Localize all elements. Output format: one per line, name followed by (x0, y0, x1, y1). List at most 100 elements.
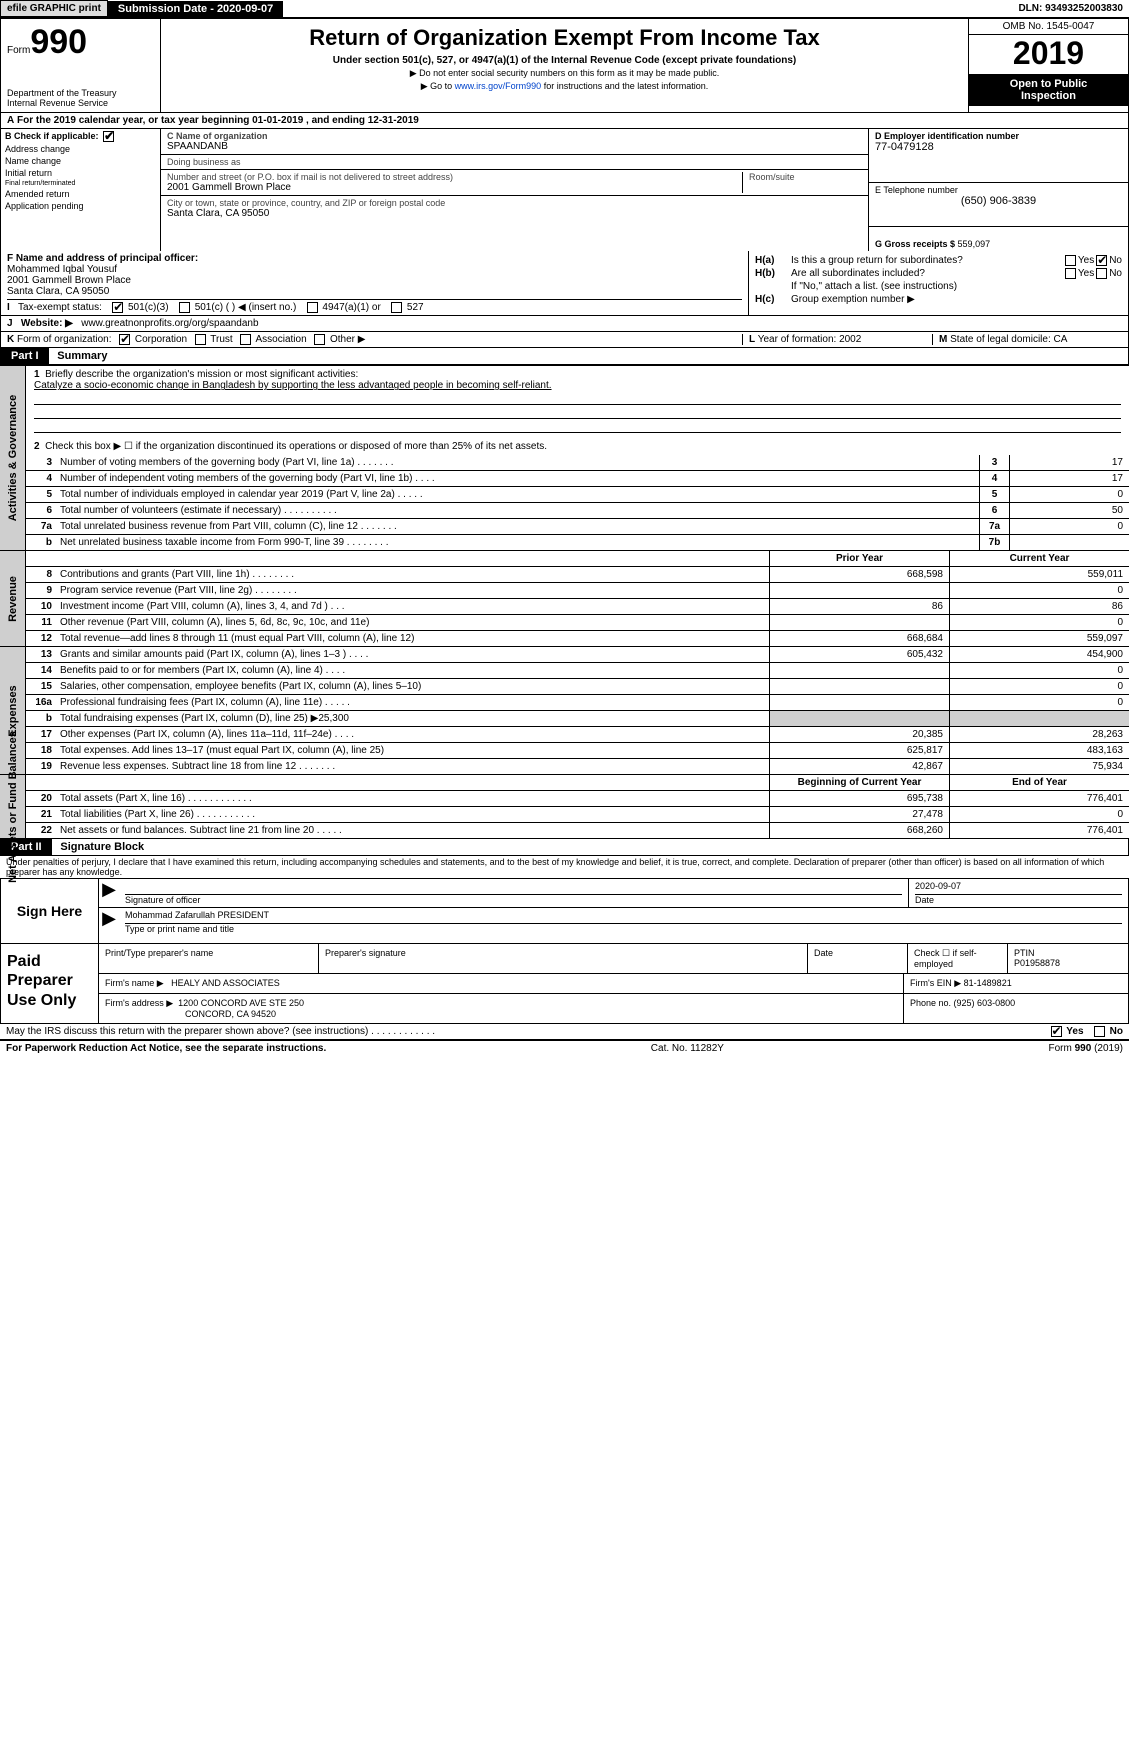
row-l-label: L (749, 334, 755, 345)
current-value: 86 (949, 599, 1129, 614)
assoc-checkbox[interactable] (240, 334, 251, 345)
line-num: b (26, 711, 56, 726)
hb-no-checkbox[interactable] (1096, 268, 1107, 279)
org-name-cell: C Name of organization SPAANDANB (161, 129, 868, 155)
line-text: Professional fundraising fees (Part IX, … (56, 695, 769, 710)
address-label: Number and street (or P.O. box if mail i… (167, 172, 742, 182)
firm-ein: 81-1489821 (964, 978, 1012, 988)
section-a: A For the 2019 calendar year, or tax yea… (0, 113, 1129, 129)
ha-yes-checkbox[interactable] (1065, 255, 1076, 266)
prior-value (769, 615, 949, 630)
ptin-label: PTIN (1014, 948, 1122, 958)
summary-governance: Activities & Governance 1 Briefly descri… (0, 365, 1129, 550)
firm-address-row: Firm's address ▶ 1200 CONCORD AVE STE 25… (99, 994, 1128, 1023)
prep-sig-label: Preparer's signature (319, 944, 808, 973)
line-value: 17 (1009, 455, 1129, 470)
line-text: Revenue less expenses. Subtract line 18 … (56, 759, 769, 774)
line-text: Program service revenue (Part VIII, line… (56, 583, 769, 598)
opt-501c3: 501(c)(3) (128, 302, 169, 313)
part1-tag: Part I (1, 348, 49, 364)
501c3-checkbox[interactable] (112, 302, 123, 313)
hb-text: Are all subordinates included? (791, 268, 1063, 279)
hb-yes-checkbox[interactable] (1065, 268, 1076, 279)
hb-no: No (1109, 268, 1122, 279)
prior-value: 42,867 (769, 759, 949, 774)
part2-title: Signature Block (54, 841, 144, 853)
officer-name: Mohammed Iqbal Yousuf (7, 264, 742, 275)
mission-blank-2 (34, 407, 1121, 419)
applicable-master-check[interactable] (103, 131, 114, 142)
org-name: SPAANDANB (167, 141, 862, 152)
prior-value: 605,432 (769, 647, 949, 662)
amended-return-label: Amended return (5, 189, 70, 199)
gov-line-7a: 7aTotal unrelated business revenue from … (26, 519, 1129, 535)
line-num: b (26, 535, 56, 550)
gov-line-b: bNet unrelated business taxable income f… (26, 535, 1129, 550)
submission-date-box: Submission Date - 2020-09-07 (108, 1, 283, 17)
col-b-letter: B (5, 131, 12, 141)
signature-block: Sign Here ▶ Signature of officer 2020-09… (0, 878, 1129, 944)
firm-addr-label: Firm's address ▶ (105, 998, 173, 1008)
527-checkbox[interactable] (391, 302, 402, 313)
mission-statement: Catalyze a socio-economic change in Bang… (34, 380, 552, 391)
ptin-cell: PTIN P01958878 (1008, 944, 1128, 973)
current-value: 0 (949, 583, 1129, 598)
line-19: 19Revenue less expenses. Subtract line 1… (26, 759, 1129, 774)
discuss-yes-checkbox[interactable] (1051, 1026, 1062, 1037)
line-text: Number of voting members of the governin… (56, 455, 979, 470)
prior-value: 20,385 (769, 727, 949, 742)
application-pending-label: Application pending (5, 201, 84, 211)
line-value: 0 (1009, 487, 1129, 502)
opt-trust: Trust (210, 334, 232, 345)
date-label: Date (915, 895, 1122, 905)
line-box: 7b (979, 535, 1009, 550)
net-assets-vlabel: Net Assets or Fund Balances (0, 775, 26, 838)
4947-checkbox[interactable] (307, 302, 318, 313)
ha-no-checkbox[interactable] (1096, 255, 1107, 266)
line-text: Net unrelated business taxable income fr… (56, 535, 979, 550)
self-employed-check: Check ☐ if self-employed (908, 944, 1008, 973)
part1-title: Summary (51, 350, 107, 362)
discuss-no-checkbox[interactable] (1094, 1026, 1105, 1037)
corp-checkbox[interactable] (119, 334, 130, 345)
begin-year-header: Beginning of Current Year (769, 775, 949, 790)
prior-year-header: Prior Year (769, 551, 949, 566)
tax-exempt-row: I Tax-exempt status: 501(c)(3) 501(c) ( … (7, 299, 742, 313)
line-text: Total liabilities (Part X, line 26) . . … (56, 807, 769, 822)
q2-num: 2 (34, 441, 40, 452)
street-address: 2001 Gammell Brown Place (167, 182, 742, 193)
officer-block: F Name and address of principal officer:… (1, 251, 748, 315)
ha-yes: Yes (1078, 255, 1094, 266)
name-change-label: Name change (5, 156, 61, 166)
form-of-org: K Form of organization: Corporation Trus… (7, 334, 742, 345)
line-num: 19 (26, 759, 56, 774)
firm-phone: (925) 603-0800 (954, 998, 1016, 1008)
form-note1: ▶ Do not enter social security numbers o… (171, 68, 958, 79)
sign-here-label: Sign Here (1, 879, 99, 943)
other-checkbox[interactable] (314, 334, 325, 345)
trust-checkbox[interactable] (195, 334, 206, 345)
line-value: 0 (1009, 519, 1129, 534)
phone-cell: E Telephone number (650) 906-3839 (869, 183, 1128, 227)
current-value: 0 (949, 615, 1129, 630)
paperwork-notice: For Paperwork Reduction Act Notice, see … (6, 1043, 326, 1054)
line-13: 13Grants and similar amounts paid (Part … (26, 647, 1129, 663)
line-box: 4 (979, 471, 1009, 486)
signature-date-cell: 2020-09-07 Date (908, 879, 1128, 907)
irs-link[interactable]: www.irs.gov/Form990 (455, 81, 542, 91)
city-label: City or town, state or province, country… (167, 198, 862, 208)
line-9: 9Program service revenue (Part VIII, lin… (26, 583, 1129, 599)
prior-value: 668,260 (769, 823, 949, 838)
address-change-label: Address change (5, 144, 70, 154)
preparer-header-row: Print/Type preparer's name Preparer's si… (99, 944, 1128, 974)
line-num: 9 (26, 583, 56, 598)
column-b: B Check if applicable: Address change Na… (1, 129, 161, 251)
group-return-block: H(a) Is this a group return for subordin… (748, 251, 1128, 315)
line-num: 22 (26, 823, 56, 838)
section-a-text: For the 2019 calendar year, or tax year … (17, 115, 252, 126)
501c-checkbox[interactable] (179, 302, 190, 313)
gov-line-5: 5Total number of individuals employed in… (26, 487, 1129, 503)
line-17: 17Other expenses (Part IX, column (A), l… (26, 727, 1129, 743)
line-text: Benefits paid to or for members (Part IX… (56, 663, 769, 678)
opt-corporation: Corporation (135, 334, 187, 345)
